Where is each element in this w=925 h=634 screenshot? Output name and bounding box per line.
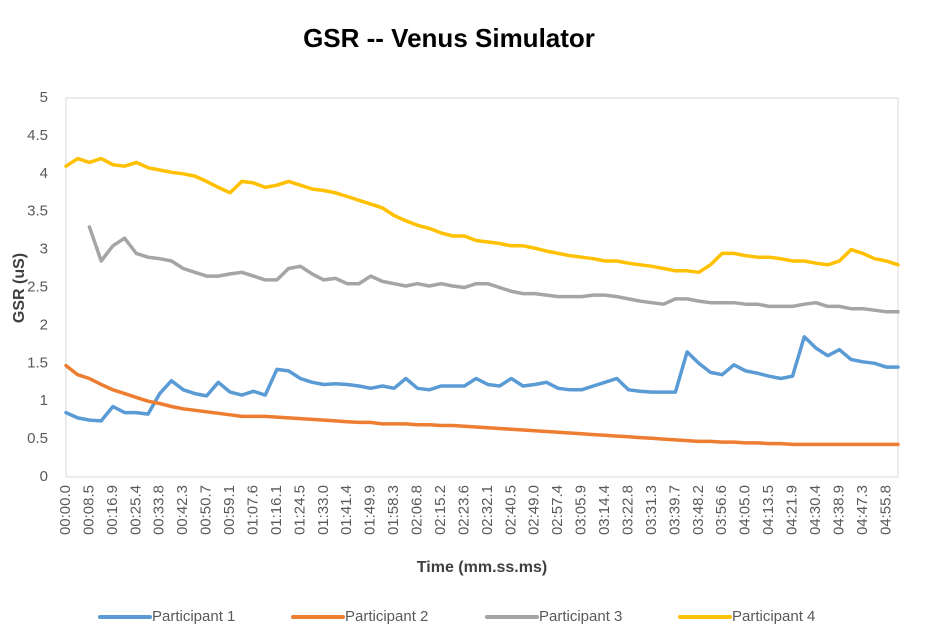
legend-label: Participant 3 [539, 608, 622, 625]
x-tick-label: 00:59.1 [221, 485, 238, 535]
x-tick-label: 03:48.2 [690, 485, 707, 535]
y-tick-label: 3 [40, 241, 48, 258]
x-tick-label: 02:57.4 [549, 485, 566, 535]
legend-label: Participant 1 [152, 608, 235, 625]
x-tick-label: 02:06.8 [409, 485, 426, 535]
x-tick-label: 04:05.0 [737, 485, 754, 535]
chart-title: GSR -- Venus Simulator [303, 23, 595, 53]
x-tick-label: 03:22.8 [619, 485, 636, 535]
x-tick-label: 02:15.2 [432, 485, 449, 535]
series-line [87, 225, 900, 314]
x-tick-label: 04:21.9 [784, 485, 801, 535]
x-tick-label: 02:23.6 [455, 485, 472, 535]
y-tick-label: 0 [40, 468, 48, 485]
series-line [64, 156, 900, 275]
x-tick-label: 03:56.6 [713, 485, 730, 535]
x-tick-label: 01:58.3 [385, 485, 402, 535]
x-tick-label: 04:38.9 [830, 485, 847, 535]
y-tick-label: 3.5 [27, 203, 48, 220]
y-tick-label: 1 [40, 392, 48, 409]
x-tick-label: 03:14.4 [596, 485, 613, 535]
y-tick-label: 4.5 [27, 127, 48, 144]
x-tick-label: 00:50.7 [198, 485, 215, 535]
series-line [64, 363, 900, 447]
x-tick-label: 01:41.4 [338, 485, 355, 535]
x-tick-label: 04:30.4 [807, 485, 824, 535]
x-tick-label: 03:31.3 [643, 485, 660, 535]
x-tick-label: 02:40.5 [502, 485, 519, 535]
x-tick-label: 01:49.9 [362, 485, 379, 535]
legend-label: Participant 4 [732, 608, 815, 625]
y-tick-label: 4 [40, 165, 48, 182]
x-tick-label: 03:05.9 [573, 485, 590, 535]
y-tick-label: 2 [40, 316, 48, 333]
x-tick-label: 02:49.0 [526, 485, 543, 535]
x-tick-label: 04:55.8 [877, 485, 894, 535]
x-tick-label: 00:16.9 [104, 485, 121, 535]
x-axis-title: Time (mm.ss.ms) [417, 559, 547, 576]
y-tick-label: 2.5 [27, 278, 48, 295]
x-tick-label: 00:42.3 [174, 485, 191, 535]
x-tick-label: 04:13.5 [760, 485, 777, 535]
x-tick-label: 00:08.5 [80, 485, 97, 535]
series-line [64, 335, 900, 423]
x-tick-label: 01:16.1 [268, 485, 285, 535]
x-tick-label: 01:33.0 [315, 485, 332, 535]
y-tick-label: 0.5 [27, 430, 48, 447]
x-tick-label: 01:07.6 [244, 485, 261, 535]
x-tick-label: 03:39.7 [666, 485, 683, 535]
x-tick-label: 01:24.5 [291, 485, 308, 535]
y-axis-title: GSR (uS) [11, 253, 28, 323]
x-tick-label: 00:33.8 [151, 485, 168, 535]
x-tick-label: 02:32.1 [479, 485, 496, 535]
y-tick-label: 5 [40, 89, 48, 106]
plot-area [65, 97, 899, 478]
y-tick-label: 1.5 [27, 354, 48, 371]
x-tick-label: 00:00.0 [57, 485, 74, 535]
x-tick-label: 00:25.4 [127, 485, 144, 535]
legend-label: Participant 2 [345, 608, 428, 625]
x-tick-label: 04:47.3 [854, 485, 871, 535]
